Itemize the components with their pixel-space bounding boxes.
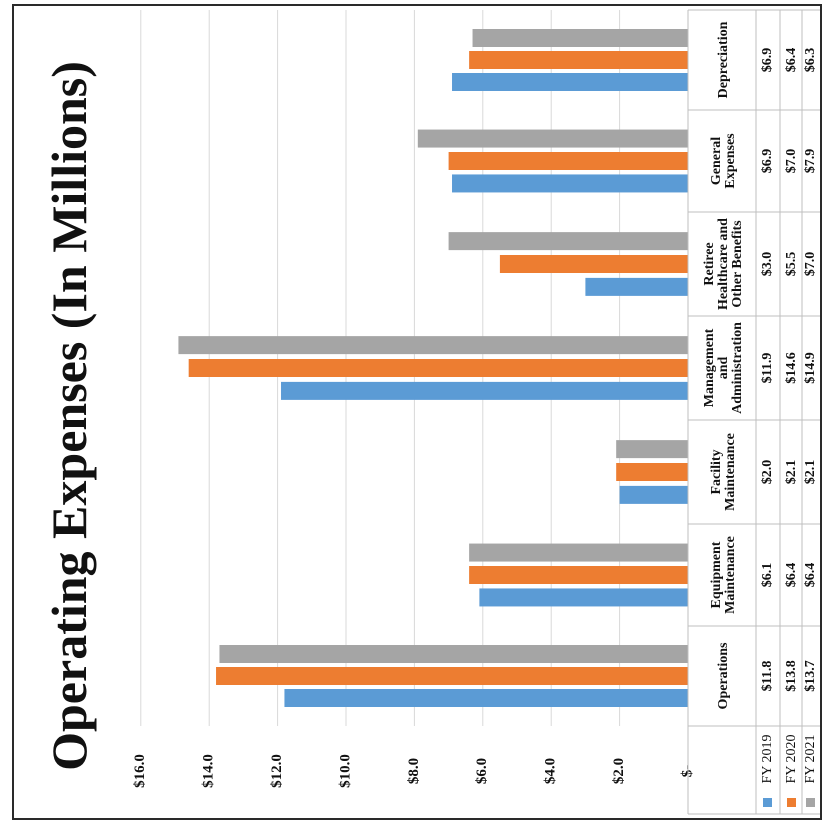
bar-fy-2020 bbox=[469, 566, 688, 584]
data-label: $6.4 bbox=[803, 563, 818, 588]
bar-fy-2020 bbox=[216, 667, 689, 685]
y-tick-label: $16.0 bbox=[132, 754, 148, 788]
bar-fy-2020 bbox=[616, 463, 688, 481]
y-tick-label: $8.0 bbox=[406, 758, 422, 784]
category-label: Depreciation bbox=[716, 21, 731, 98]
data-label: $6.1 bbox=[760, 563, 775, 588]
data-label: $14.6 bbox=[784, 352, 799, 384]
legend-label: FY 2020 bbox=[784, 735, 799, 784]
data-label: $2.1 bbox=[784, 460, 799, 485]
chart-frame: $- $2.0 $4.0 $6.0 $8.0 $10.0 $12.0 $14.0 $16.0 O… bbox=[12, 4, 822, 820]
data-label: $6.4 bbox=[784, 48, 799, 73]
bar-fy-2019 bbox=[585, 277, 688, 296]
y-tick-label: $2.0 bbox=[611, 758, 627, 784]
bar-fy-2020 bbox=[499, 255, 688, 273]
data-label: $6.4 bbox=[784, 563, 799, 588]
legend-swatch bbox=[806, 798, 815, 807]
bar-fy-2021 bbox=[469, 543, 688, 562]
category-label: Operations bbox=[716, 642, 731, 709]
category-label: RetireeHealthcare andOther Benefits bbox=[702, 218, 745, 310]
bar-fy-2021 bbox=[178, 336, 689, 355]
data-label: $6.9 bbox=[760, 149, 775, 174]
bar-fy-2020 bbox=[188, 359, 688, 377]
category-label: EquipmentMaintenance bbox=[709, 536, 738, 614]
data-label: $6.9 bbox=[760, 48, 775, 73]
data-label: $5.5 bbox=[784, 252, 799, 277]
bar-fy-2021 bbox=[472, 29, 688, 47]
y-tick-label: $10.0 bbox=[337, 754, 353, 788]
value-axis: $- $2.0 $4.0 $6.0 $8.0 $10.0 $12.0 $14.0 $16.0 bbox=[132, 754, 695, 788]
legend-label: FY 2019 bbox=[760, 735, 775, 784]
chart-svg: $- $2.0 $4.0 $6.0 $8.0 $10.0 $12.0 $14.0 $16.0 O… bbox=[41, 9, 820, 815]
category-label: GeneralExpenses bbox=[709, 133, 738, 189]
data-table: Operations EquipmentMaintenance FacilityMa… bbox=[687, 9, 820, 815]
data-label: $6.3 bbox=[803, 48, 818, 73]
data-label: $13.7 bbox=[803, 660, 818, 692]
bar-fy-2019 bbox=[619, 485, 688, 504]
data-label: $7.9 bbox=[803, 149, 818, 174]
legend-swatch bbox=[787, 798, 796, 807]
bar-fy-2021 bbox=[417, 129, 688, 148]
y-tick-label: $- bbox=[679, 765, 695, 778]
bar-fy-2020 bbox=[469, 51, 688, 69]
data-label: $3.0 bbox=[760, 252, 775, 277]
data-label: $7.0 bbox=[803, 252, 818, 277]
bar-fy-2019 bbox=[452, 73, 688, 91]
data-label: $11.8 bbox=[760, 661, 775, 692]
legend-swatch bbox=[763, 798, 772, 807]
data-label: $2.0 bbox=[760, 460, 775, 485]
y-tick-label: $14.0 bbox=[201, 754, 217, 788]
bar-fy-2019 bbox=[452, 174, 688, 193]
bar-fy-2021 bbox=[616, 440, 688, 459]
y-tick-label: $12.0 bbox=[269, 754, 285, 788]
bar-fy-2021 bbox=[448, 232, 688, 251]
legend-label: FY 2021 bbox=[803, 735, 818, 784]
bar-fy-2019 bbox=[281, 381, 688, 400]
bar-fy-2019 bbox=[479, 588, 688, 607]
bar-fy-2019 bbox=[284, 689, 688, 707]
data-label: $14.9 bbox=[803, 352, 818, 384]
data-label: $2.1 bbox=[803, 460, 818, 485]
bars bbox=[178, 29, 689, 707]
data-label: $13.8 bbox=[784, 660, 799, 692]
bar-fy-2020 bbox=[448, 152, 688, 170]
category-label: FacilityMaintenance bbox=[709, 433, 738, 511]
data-label: $11.9 bbox=[760, 353, 775, 384]
chart-title: Operating Expenses (In Millions) bbox=[41, 61, 97, 771]
y-tick-label: $4.0 bbox=[543, 758, 559, 784]
bar-fy-2021 bbox=[219, 645, 688, 663]
category-label: ManagementandAdministration bbox=[702, 322, 745, 414]
data-label: $7.0 bbox=[784, 149, 799, 174]
y-tick-label: $6.0 bbox=[474, 758, 490, 784]
